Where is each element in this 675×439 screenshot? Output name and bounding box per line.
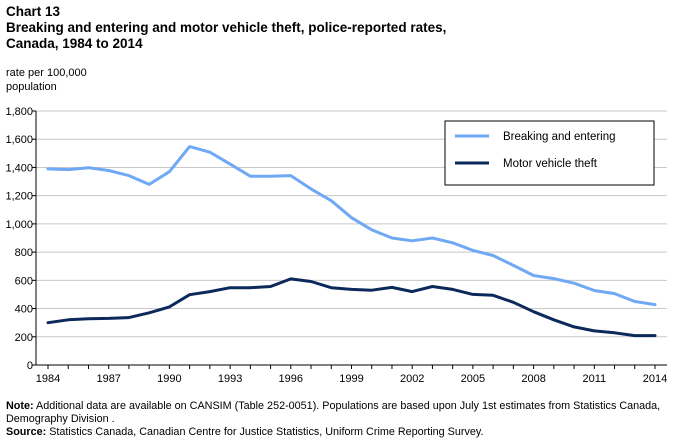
source-label: Source:	[6, 426, 47, 438]
legend-box	[444, 120, 655, 186]
x-tick-label: 1999	[339, 373, 363, 385]
x-tick-label: 1990	[157, 373, 181, 385]
chart-title-block: Chart 13 Breaking and entering and motor…	[6, 4, 446, 52]
series-lines	[46, 145, 657, 338]
chart-title-line-2: Canada, 1984 to 2014	[6, 36, 143, 51]
y-tick-label: 600	[15, 275, 33, 287]
x-tick-label: 1996	[279, 373, 303, 385]
note-text: Additional data are available on CANSIM …	[6, 400, 661, 425]
chart-number: Chart 13	[6, 4, 61, 19]
x-tick-label: 2002	[400, 373, 424, 385]
y-axis-label-line-1: rate per 100,000	[6, 67, 87, 79]
motor-vehicle-theft-line	[46, 277, 657, 338]
x-axis-ticks: 1984 1987 1990 1993 1996 1999 2002 2005 2008 2011…	[36, 365, 667, 385]
y-tick-label: 800	[15, 247, 33, 259]
x-tick-label: 2008	[521, 373, 545, 385]
x-tick-label: 2011	[582, 373, 606, 385]
note-line: Note: Additional data are available on C…	[6, 400, 671, 426]
y-tick-label: 1,000	[5, 219, 33, 231]
y-axis-label-line-2: population	[6, 81, 57, 93]
y-tick-label: 400	[15, 304, 33, 316]
line-chart: 0 200 400 600 800 1,000 1,200 1,400 1,600 1,800 1…	[5, 106, 667, 385]
legend-label-breaking-and-entering: Breaking and entering	[503, 131, 616, 143]
x-tick-label: 1984	[36, 373, 60, 385]
chart-title-line-1: Breaking and entering and motor vehicle …	[6, 20, 447, 35]
x-tick-label: 2014	[643, 373, 667, 385]
source-text: Statistics Canada, Canadian Centre for J…	[46, 426, 484, 438]
y-tick-label: 1,200	[5, 191, 33, 203]
x-tick-label: 1993	[218, 373, 242, 385]
y-tick-label: 0	[27, 360, 33, 372]
y-tick-label: 1,400	[5, 162, 33, 174]
note-label: Note:	[6, 400, 34, 412]
x-tick-label: 1987	[96, 373, 120, 385]
x-tick-label: 2005	[461, 373, 485, 385]
y-tick-label: 200	[15, 332, 33, 344]
y-tick-label: 1,800	[5, 106, 33, 118]
breaking-and-entering-line	[46, 145, 657, 307]
source-line: Source: Statistics Canada, Canadian Cent…	[6, 426, 671, 439]
legend: Breaking and entering Motor vehicle theft	[444, 120, 655, 186]
legend-label-motor-vehicle-theft: Motor vehicle theft	[503, 158, 598, 170]
y-axis-label: rate per 100,000 population	[6, 66, 87, 94]
y-axis-ticks: 0 200 400 600 800 1,000 1,200 1,400 1,600 1,800	[5, 106, 36, 372]
chart-notes: Note: Additional data are available on C…	[6, 400, 671, 439]
y-tick-label: 1,600	[5, 134, 33, 146]
